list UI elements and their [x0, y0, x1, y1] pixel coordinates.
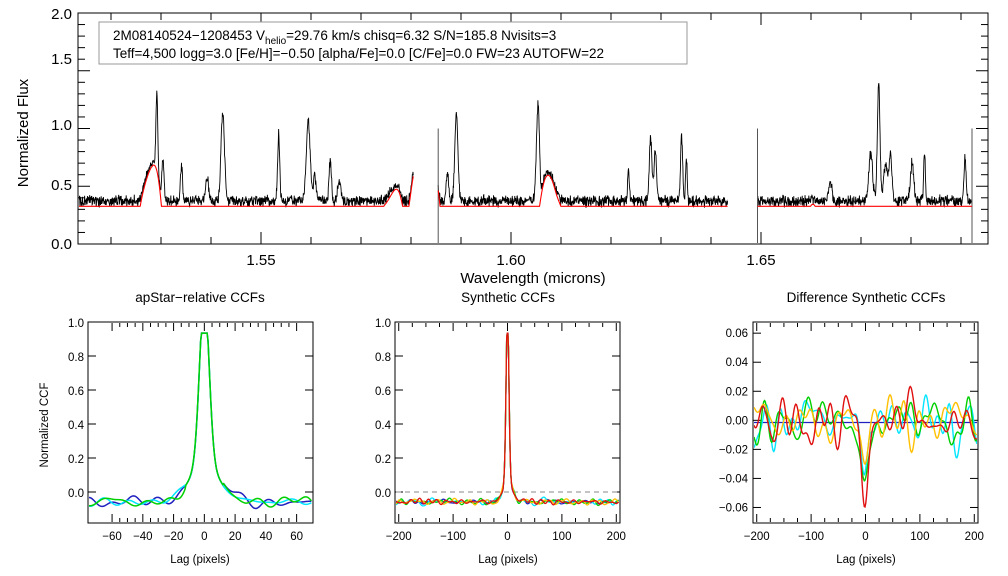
ccf3-x-ticks: [756, 323, 975, 522]
spectrum-y-major-ticks: [78, 12, 988, 245]
ccf3-axes-frame: [752, 321, 979, 524]
ccf1-xtick-labels: −60 −40 −20 0 20 40 60: [102, 531, 303, 543]
ccf2-ytick-label: 0.2: [375, 454, 391, 466]
synthetic-chip-1: [437, 174, 728, 207]
spectrum-xtick-label: 1.65: [746, 252, 775, 269]
xtick-label: −40: [133, 531, 153, 543]
xtick-label: −200: [386, 531, 412, 543]
xtick-label: 0: [201, 531, 207, 543]
ccf2-ytick-label: 1.0: [375, 318, 391, 330]
ccf2-xlabel: Lag (pixels): [478, 554, 538, 566]
ccf3-y-ticks: [753, 332, 978, 508]
spectrum-ytick-label: 1.0: [51, 117, 72, 134]
ccf1-x-ticks: [111, 323, 298, 522]
ccf3-title: Difference Synthetic CCFs: [787, 290, 946, 305]
ccf3-trace-diff-4: [754, 385, 977, 509]
annotation-line-1: 2M08140524−1208453 Vhelio=29.76 km/s chi…: [113, 28, 556, 47]
ccf2-x-ticks: [398, 323, 617, 522]
synthetic-spectrum-trace: [79, 164, 973, 207]
spectrum-ylabel: Normalized Flux: [15, 78, 32, 187]
ccf1-ytick-label: 0.2: [68, 454, 84, 466]
ccf3-ytick-label: −0.02: [719, 444, 748, 456]
spectrum-x-ticks: [110, 13, 962, 244]
ccf3-ytick-label: 0.00: [726, 415, 748, 427]
xtick-label: 100: [910, 531, 929, 543]
xtick-label: 0: [862, 531, 868, 543]
ccf1-trace-visit-3: [89, 332, 312, 508]
ccf-panel-2: Synthetic CCFs 1.0 0.8 0.6 0.4 0.2 0.0 −…: [375, 290, 626, 566]
spectrum-panel: Normalized Flux 2.0 1.5 1.0 0.5 0.0: [15, 6, 989, 287]
xtick-label: −60: [102, 531, 122, 543]
xtick-label: −20: [164, 531, 184, 543]
spectrum-xlabel: Wavelength (microns): [460, 270, 605, 287]
synthetic-chip-0: [79, 164, 414, 207]
xtick-label: 60: [290, 531, 303, 543]
ccf2-trace-ccf-5: [396, 332, 619, 506]
xtick-label: −100: [798, 531, 824, 543]
spectrum-ytick-label: 2.0: [51, 6, 72, 23]
observed-spectrum-trace: [79, 83, 973, 243]
ccf1-ytick-label: 0.4: [68, 420, 85, 432]
spectrum-data: [79, 83, 973, 243]
ccf1-ytick-label: 0.0: [68, 488, 84, 500]
xtick-label: 0: [504, 531, 510, 543]
synthetic-chip-2: [757, 203, 973, 207]
ccf2-ytick-label: 0.8: [375, 352, 391, 364]
spectrum-y-minor-ticks: [78, 24, 988, 233]
ccf2-title: Synthetic CCFs: [461, 290, 555, 305]
ccf1-xlabel: Lag (pixels): [170, 554, 230, 566]
ccf3-ytick-label: −0.04: [719, 473, 749, 485]
ccf1-ytick-label: 0.6: [68, 386, 84, 398]
observed-chip-0: [79, 90, 414, 208]
xtick-label: 100: [552, 531, 571, 543]
spectrum-ytick-label: 1.5: [51, 51, 72, 68]
xtick-label: 200: [607, 531, 626, 543]
spectrum-ytick-label: 0.0: [51, 236, 72, 253]
ccf2-data: [396, 332, 619, 507]
ccf3-ytick-label: 0.04: [726, 357, 749, 369]
ccf3-ytick-label: 0.06: [726, 328, 748, 340]
ccf2-ytick-label: 0.0: [375, 488, 391, 500]
ccf1-y-ticks: [88, 321, 313, 493]
ccf3-ytick-label: −0.06: [719, 502, 748, 514]
ccf1-ytick-label: 1.0: [68, 318, 84, 330]
annotation-box-frame: [98, 21, 688, 65]
annotation-line-2: Teff=4,500 logg=3.0 [Fe/H]=−0.50 [alpha/…: [113, 46, 604, 61]
observed-chip-2: [757, 83, 973, 208]
ccf1-ytick-label: 0.8: [68, 352, 84, 364]
ccf3-xtick-labels: −200 −100 0 100 200: [744, 531, 984, 543]
ccf1-ylabel: Normalized CCF: [39, 383, 51, 468]
ccf1-title: apStar−relative CCFs: [135, 290, 265, 305]
observed-chip-1: [437, 100, 729, 208]
spectrum-ytick-label: 0.5: [51, 177, 72, 194]
annotation-box: 2M08140524−1208453 Vhelio=29.76 km/s chi…: [98, 21, 688, 65]
ccf2-xtick-labels: −200 −100 0 100 200: [386, 531, 626, 543]
ccf2-ytick-label: 0.4: [375, 420, 392, 432]
ccf3-data: [754, 385, 977, 509]
xtick-label: 20: [229, 531, 242, 543]
ccf2-axes-frame: [394, 321, 621, 524]
ccf3-trace-diff-1: [754, 393, 977, 477]
ccf-panel-1: apStar−relative CCFs Normalized CCF 1.0 …: [39, 290, 314, 566]
xtick-label: −200: [744, 531, 770, 543]
spectrum-xtick-label: 1.55: [246, 252, 275, 269]
ccf3-xlabel: Lag (pixels): [836, 554, 896, 566]
xtick-label: 200: [965, 531, 984, 543]
spectrum-xtick-label: 1.60: [496, 252, 525, 269]
ccf3-plot-area: [754, 385, 977, 509]
ccf-panel-3: Difference Synthetic CCFs −0.06−0.04−0.0…: [719, 290, 984, 566]
ccf1-data: [89, 332, 312, 510]
ccf3-trace-diff-2: [754, 396, 977, 482]
ccf2-plot-area: [396, 332, 619, 507]
ccf2-ytick-label: 0.6: [375, 386, 391, 398]
xtick-label: 40: [259, 531, 272, 543]
xtick-label: −100: [440, 531, 466, 543]
ccf3-ytick-label: 0.02: [726, 386, 748, 398]
ccf1-axes-frame: [87, 321, 314, 524]
ccf3-ytick-labels: −0.06 −0.04 −0.02 0.00 0.02 0.04 0.06: [719, 328, 749, 514]
